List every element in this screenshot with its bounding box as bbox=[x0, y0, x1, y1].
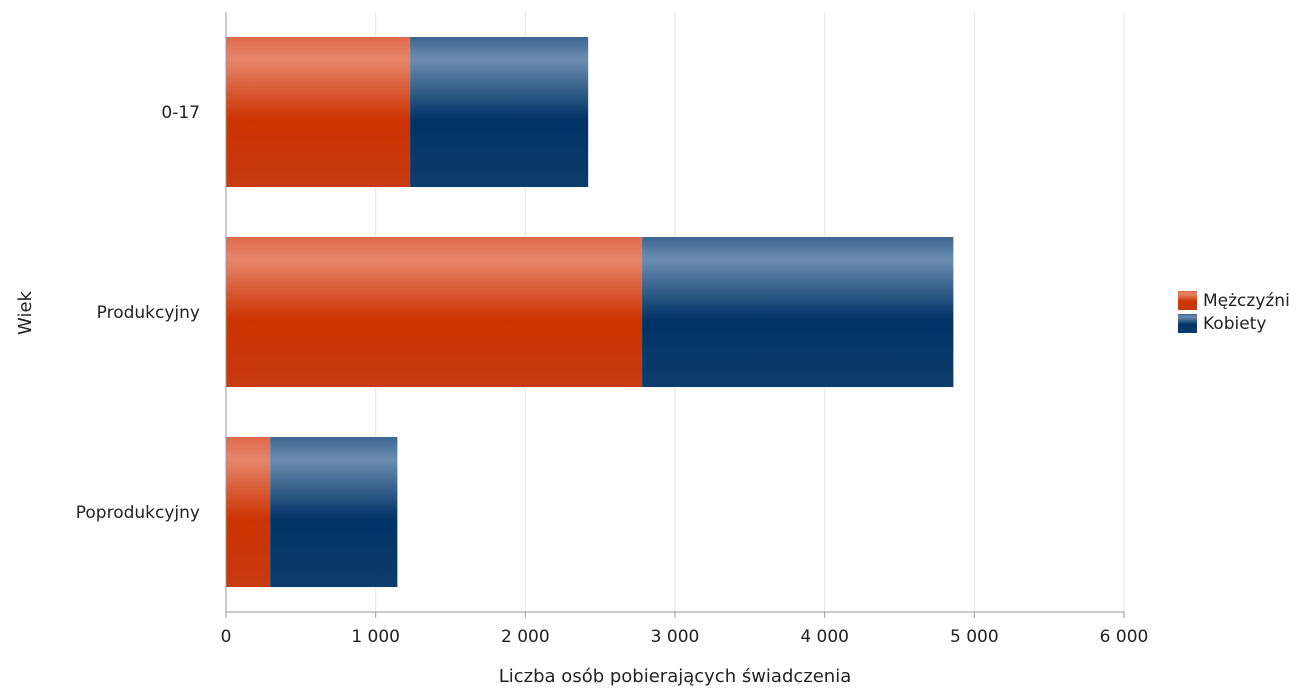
bars bbox=[226, 37, 954, 587]
x-tick-label: 6 000 bbox=[1100, 627, 1149, 647]
legend-label[interactable]: Kobiety bbox=[1203, 314, 1266, 334]
bar-series-1[interactable] bbox=[226, 237, 643, 387]
legend-swatch[interactable] bbox=[1178, 314, 1197, 333]
legend: Mężczyźni Kobiety bbox=[1178, 291, 1290, 334]
bar-series-1[interactable] bbox=[226, 437, 271, 587]
axes bbox=[225, 12, 1125, 618]
x-tick-label: 3 000 bbox=[651, 627, 700, 647]
y-category-label: Produkcyjny bbox=[97, 303, 200, 323]
bar-series-1[interactable] bbox=[226, 37, 411, 187]
tick-labels: 0 1 000 2 000 3 000 4 000 5 000 6 000 0-17 Produ… bbox=[76, 103, 1149, 647]
x-tick-label: 1 000 bbox=[351, 627, 400, 647]
bar-series-2[interactable] bbox=[270, 437, 398, 587]
legend-label[interactable]: Mężczyźni bbox=[1203, 291, 1290, 311]
bar-series-2[interactable] bbox=[410, 37, 589, 187]
x-tick-label: 2 000 bbox=[501, 627, 550, 647]
y-axis-title: Wiek bbox=[15, 290, 36, 334]
bar-series-2[interactable] bbox=[642, 237, 954, 387]
legend-swatch[interactable] bbox=[1178, 291, 1197, 310]
x-axis-title: Liczba osób pobierających świadczenia bbox=[499, 666, 852, 687]
x-tick-label: 0 bbox=[221, 627, 232, 647]
y-category-label: Poprodukcyjny bbox=[76, 503, 200, 523]
x-tick-label: 4 000 bbox=[800, 627, 849, 647]
y-category-label: 0-17 bbox=[161, 103, 200, 123]
x-tick-label: 5 000 bbox=[950, 627, 999, 647]
